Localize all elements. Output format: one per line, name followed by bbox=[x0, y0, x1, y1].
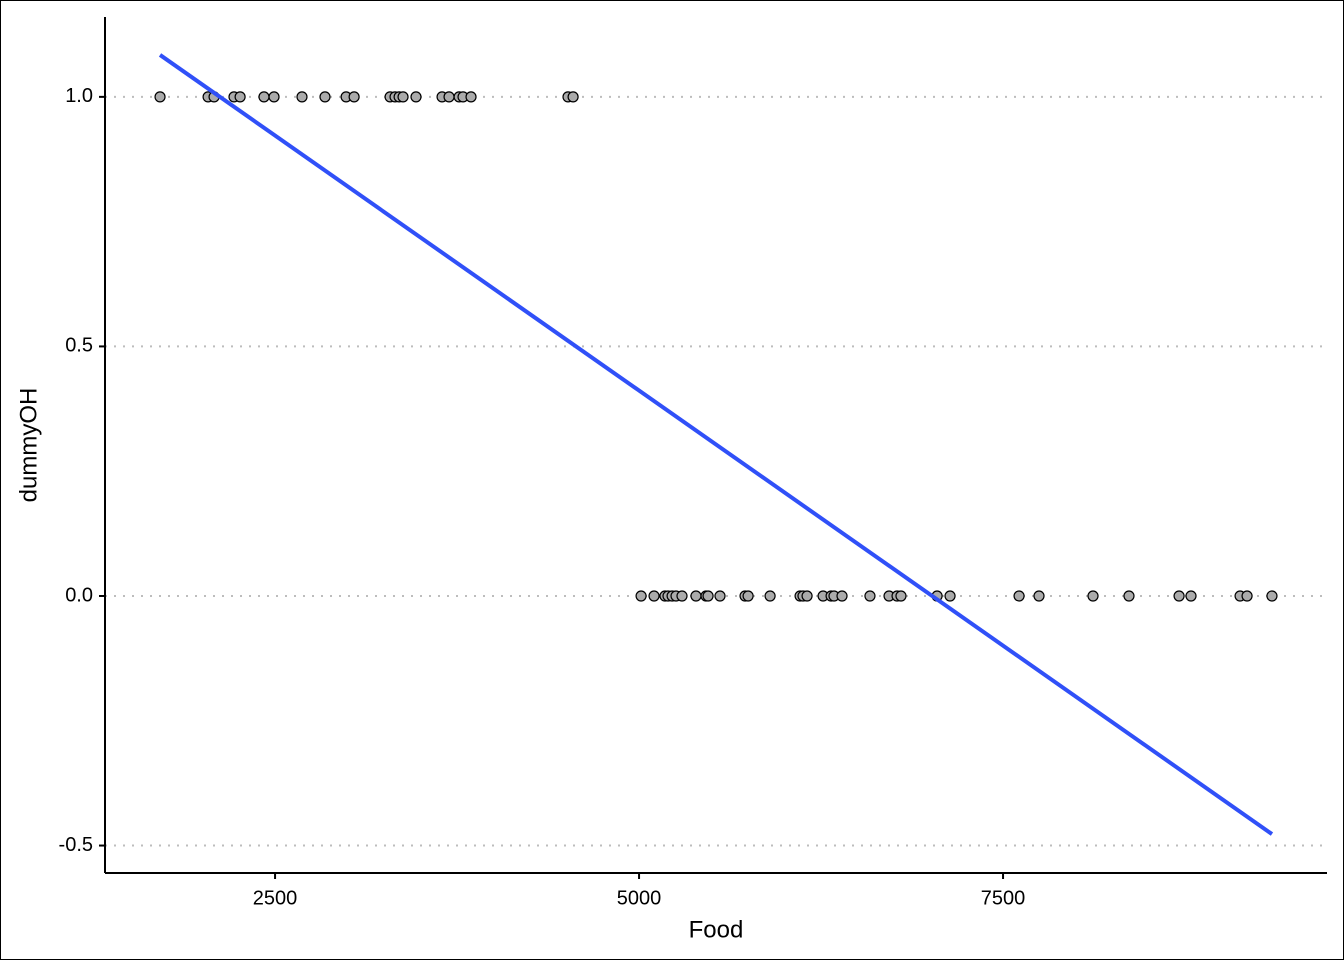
point bbox=[1013, 590, 1025, 602]
point bbox=[690, 590, 702, 602]
point bbox=[714, 590, 726, 602]
point bbox=[1087, 590, 1099, 602]
point bbox=[1241, 590, 1253, 602]
point bbox=[1173, 590, 1185, 602]
point bbox=[465, 91, 477, 103]
y-tick-label: 0.0 bbox=[65, 584, 93, 606]
point bbox=[443, 91, 455, 103]
fit-line bbox=[158, 53, 1274, 836]
point bbox=[1033, 590, 1045, 602]
point bbox=[764, 590, 776, 602]
point bbox=[1185, 590, 1197, 602]
x-axis-title: Food bbox=[689, 916, 744, 943]
point bbox=[410, 91, 422, 103]
point bbox=[348, 91, 360, 103]
point bbox=[742, 590, 754, 602]
point bbox=[635, 590, 647, 602]
point bbox=[296, 91, 308, 103]
point bbox=[836, 590, 848, 602]
y-tick-label: 0.5 bbox=[65, 335, 93, 357]
point bbox=[1123, 590, 1135, 602]
point bbox=[319, 91, 331, 103]
point bbox=[258, 91, 270, 103]
point bbox=[648, 590, 660, 602]
point bbox=[1266, 590, 1278, 602]
point bbox=[268, 91, 280, 103]
x-tick-label: 7500 bbox=[981, 887, 1026, 909]
point bbox=[676, 590, 688, 602]
y-axis-title: dummyOH bbox=[15, 388, 42, 503]
point bbox=[895, 590, 907, 602]
point bbox=[567, 91, 579, 103]
x-tick-label: 5000 bbox=[617, 887, 662, 909]
y-tick-label: 1.0 bbox=[65, 85, 93, 107]
point bbox=[154, 91, 166, 103]
point bbox=[702, 590, 714, 602]
x-tick-label: 2500 bbox=[253, 887, 298, 909]
y-tick-label: -0.5 bbox=[59, 834, 93, 856]
point bbox=[234, 91, 246, 103]
point bbox=[944, 590, 956, 602]
point bbox=[397, 91, 409, 103]
point bbox=[801, 590, 813, 602]
point bbox=[864, 590, 876, 602]
